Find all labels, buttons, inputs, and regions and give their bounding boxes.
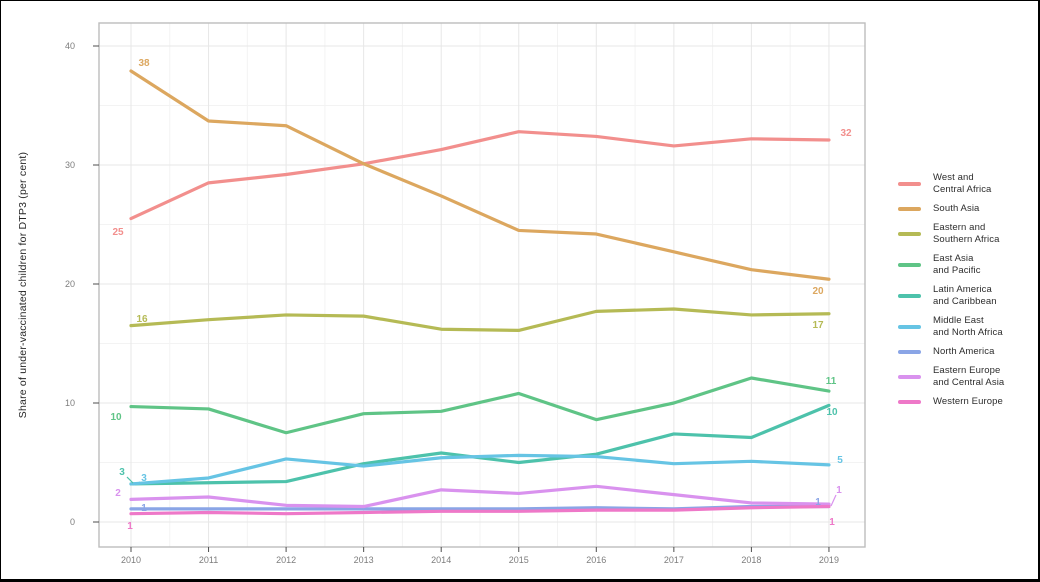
legend-swatch: [898, 325, 921, 329]
x-tick-label: 2013: [354, 555, 374, 565]
x-tick-label: 2010: [121, 555, 141, 565]
legend-swatch: [898, 350, 921, 354]
value-label-start: 1: [141, 503, 147, 514]
legend-label: Western Europe: [933, 396, 1003, 407]
x-tick-label: 2018: [741, 555, 761, 565]
y-tick-label: 20: [65, 279, 75, 289]
legend-item-western-europe: Western Europe: [898, 396, 1038, 408]
legend-swatch: [898, 400, 921, 404]
series-line-middle-east-and-north-africa: [129, 453, 831, 486]
legend: West and Central Africa South Asia Easte…: [898, 172, 1038, 408]
series-line-south-asia: [129, 69, 831, 281]
value-label-end: 1: [836, 485, 842, 496]
value-label-end: 5: [837, 455, 843, 466]
plot-panel-border: [98, 22, 866, 548]
value-label-start: 38: [138, 58, 150, 69]
label-leader: [133, 481, 141, 486]
legend-label: Eastern Europe and Central Asia: [933, 365, 1005, 388]
legend-item-south-asia: South Asia: [898, 203, 1038, 215]
legend-item-eastern-southern-africa: Eastern and Southern Africa: [898, 222, 1038, 246]
x-tick-label: 2016: [586, 555, 606, 565]
series-line-west-and-central-africa: [129, 130, 831, 221]
x-tick-label: 2017: [664, 555, 684, 565]
legend-swatch: [898, 294, 921, 298]
value-label-end: 17: [812, 320, 824, 331]
legend-swatch: [898, 207, 921, 211]
label-leader: [126, 476, 134, 484]
value-label-end: 1: [829, 517, 835, 528]
value-label-start: 16: [136, 314, 148, 325]
legend-label: South Asia: [933, 203, 980, 214]
value-label-start: 3: [141, 473, 147, 484]
legend-label: Latin America and Caribbean: [933, 284, 997, 307]
legend-label: West and Central Africa: [933, 172, 992, 195]
value-label-start: 1: [127, 521, 133, 532]
value-label-start: 10: [110, 412, 122, 423]
x-tick-label: 2012: [276, 555, 296, 565]
y-tick-label: 30: [65, 160, 75, 170]
y-tick-label: 40: [65, 41, 75, 51]
legend-item-north-america: North America: [898, 346, 1038, 358]
value-label-start: 2: [115, 488, 121, 499]
value-label-start: 3: [119, 467, 125, 478]
series-line-western-europe: [129, 504, 831, 516]
x-tick-label: 2015: [509, 555, 529, 565]
legend-item-east-asia-pacific: East Asia and Pacific: [898, 253, 1038, 277]
x-tick-label: 2011: [199, 555, 218, 565]
legend-item-eastern-europe-central-asia: Eastern Europe and Central Asia: [898, 365, 1038, 389]
value-label-end: 10: [826, 407, 838, 418]
legend-label: Eastern and Southern Africa: [933, 222, 1000, 245]
legend-label: North America: [933, 346, 995, 357]
value-label-end: 20: [812, 286, 824, 297]
x-tick-label: 2019: [819, 555, 839, 565]
value-label-start: 25: [112, 227, 124, 238]
y-axis-title: Share of under-vaccinated children for D…: [17, 151, 29, 419]
label-leader: [830, 494, 837, 507]
legend-item-latin-america-caribbean: Latin America and Caribbean: [898, 284, 1038, 308]
legend-swatch: [898, 375, 921, 379]
value-label-end: 11: [826, 376, 837, 387]
legend-swatch: [898, 232, 921, 236]
x-tick-label: 2014: [431, 555, 451, 565]
legend-item-middle-east-north-africa: Middle East and North Africa: [898, 315, 1038, 339]
legend-label: Middle East and North Africa: [933, 315, 1003, 338]
y-tick-label: 10: [65, 398, 75, 408]
legend-label: East Asia and Pacific: [933, 253, 981, 276]
legend-swatch: [898, 263, 921, 267]
series-line-east-asia-and-pacific: [129, 376, 831, 435]
value-label-end: 1: [815, 497, 821, 508]
legend-item-west-central-africa: West and Central Africa: [898, 172, 1038, 196]
y-tick-label: 0: [70, 517, 75, 527]
value-label-end: 32: [840, 128, 852, 139]
series-line-eastern-and-southern-africa: [129, 307, 831, 333]
series-line-eastern-europe-and-central-asia: [129, 484, 831, 509]
legend-swatch: [898, 182, 921, 186]
